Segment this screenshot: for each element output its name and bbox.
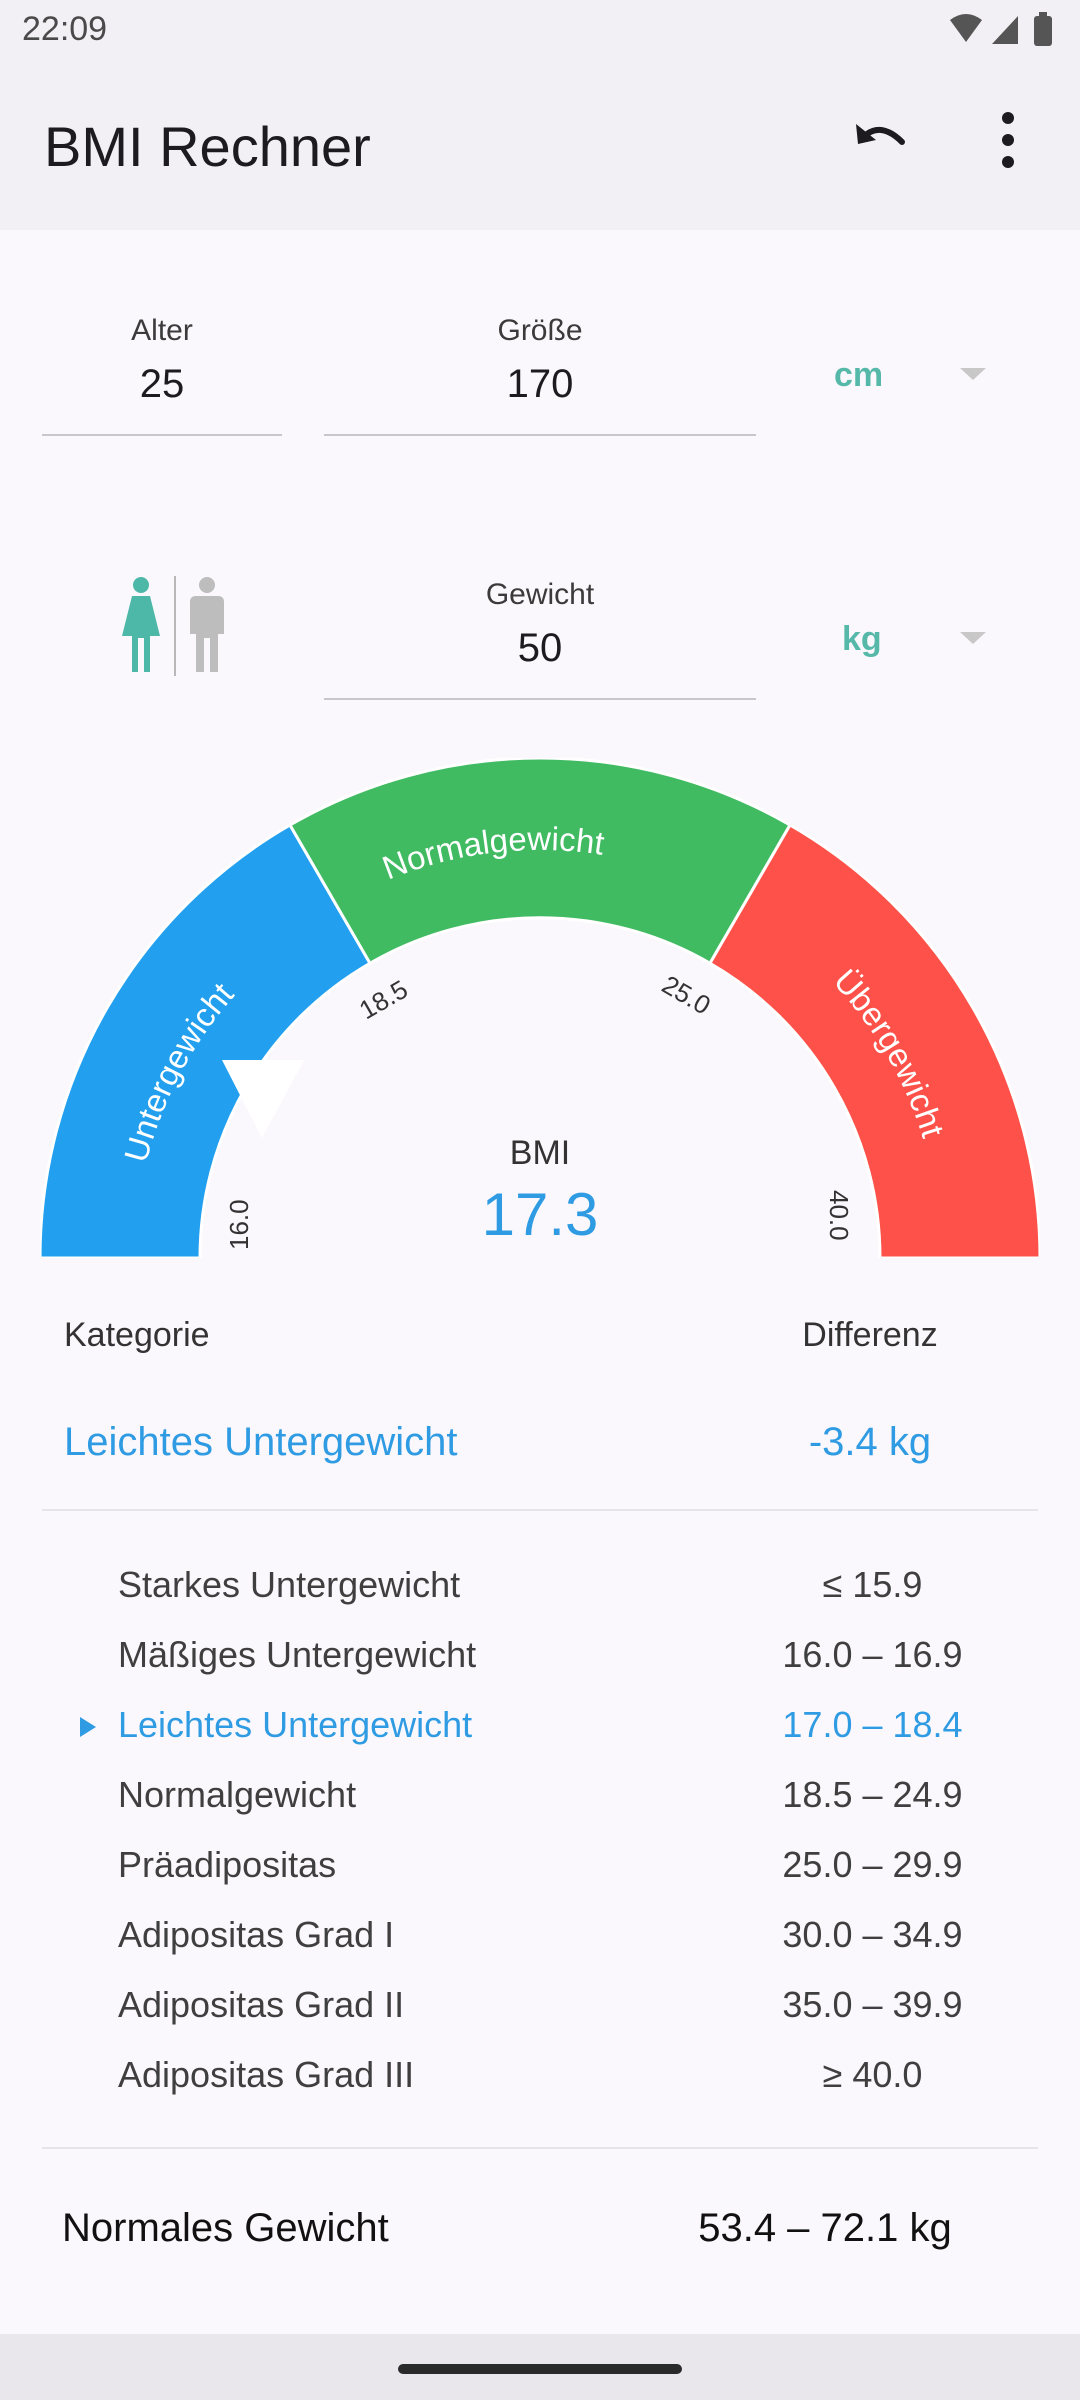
battery-icon [1034, 16, 1052, 46]
weight-input[interactable]: 50 [517, 626, 563, 670]
table-row-range: 25.0 – 29.9 [782, 1844, 963, 1885]
table-row-name-active: Leichtes Untergewicht [118, 1704, 473, 1745]
table-row-name: Präadipositas [118, 1844, 337, 1885]
female-icon [122, 577, 160, 672]
table-row-range-active: 17.0 – 18.4 [782, 1704, 963, 1745]
current-category: Leichtes Untergewicht [64, 1420, 458, 1464]
current-row-marker-icon [80, 1717, 96, 1737]
height-underline [324, 434, 756, 436]
age-input[interactable]: 25 [139, 362, 185, 406]
app-bar: BMI Rechner [0, 62, 1080, 230]
bmi-value: 17.3 [481, 1181, 599, 1248]
app-title: BMI Rechner [44, 115, 371, 178]
undo-icon[interactable] [848, 108, 912, 172]
height-unit-select[interactable]: cm [834, 356, 884, 394]
navigation-bar [0, 2334, 1080, 2400]
age-label: Alter [131, 314, 193, 347]
table-row-range: 18.5 – 24.9 [782, 1774, 963, 1815]
height-unit-dropdown-icon[interactable] [960, 368, 986, 380]
height-input[interactable]: 170 [506, 362, 574, 406]
table-row-name: Adipositas Grad II [118, 1984, 405, 2025]
category-header: Kategorie [64, 1316, 210, 1354]
normal-weight-label: Normales Gewicht [62, 2206, 389, 2250]
wifi-icon [950, 14, 982, 42]
gender-divider [174, 576, 176, 676]
bmi-label: BMI [509, 1134, 571, 1172]
table-row-range: ≤ 15.9 [822, 1564, 923, 1605]
difference-header: Differenz [802, 1316, 938, 1354]
status-time: 22:09 [22, 10, 108, 48]
status-bar: 22:09 [0, 0, 1080, 62]
male-icon [190, 577, 224, 672]
table-row-range: ≥ 40.0 [822, 2054, 923, 2095]
normal-weight-value: 53.4 – 72.1 kg [698, 2206, 952, 2250]
gauge-tick-18-5: 18.5 [354, 974, 413, 1025]
gender-toggle[interactable] [118, 576, 230, 676]
table-row-name: Adipositas Grad III [118, 2054, 415, 2095]
home-gesture-handle[interactable] [398, 2364, 682, 2374]
weight-underline [324, 698, 756, 700]
table-row-name: Starkes Untergewicht [118, 1564, 461, 1605]
height-label: Größe [497, 314, 583, 347]
table-row-range: 35.0 – 39.9 [782, 1984, 963, 2025]
table-row-range: 30.0 – 34.9 [782, 1914, 963, 1955]
gauge-tick-16: 16.0 [224, 1199, 254, 1250]
weight-label: Gewicht [485, 578, 595, 611]
table-row-range: 16.0 – 16.9 [782, 1634, 963, 1675]
table-row-name: Mäßiges Untergewicht [118, 1634, 477, 1675]
gauge-segment-under [40, 822, 373, 1258]
more-vert-icon[interactable] [988, 108, 1028, 172]
signal-icon [992, 16, 1018, 44]
weight-unit-select[interactable]: kg [842, 620, 882, 658]
divider [42, 2147, 1038, 2149]
gauge-segment-over [707, 822, 1040, 1258]
bmi-gauge: Untergewicht Normalgewicht Übergewicht 1… [40, 758, 1040, 1258]
age-underline [42, 434, 282, 436]
gauge-pointer [222, 1060, 304, 1138]
gauge-tick-40: 40.0 [824, 1190, 854, 1241]
divider [42, 1509, 1038, 1511]
gauge-segment-normal [287, 758, 793, 966]
weight-difference: -3.4 kg [808, 1420, 932, 1464]
weight-unit-dropdown-icon[interactable] [960, 632, 986, 644]
table-row-name: Normalgewicht [118, 1774, 357, 1815]
status-icons [950, 12, 1052, 46]
table-row-name: Adipositas Grad I [118, 1914, 395, 1955]
gauge-tick-25: 25.0 [657, 969, 716, 1020]
